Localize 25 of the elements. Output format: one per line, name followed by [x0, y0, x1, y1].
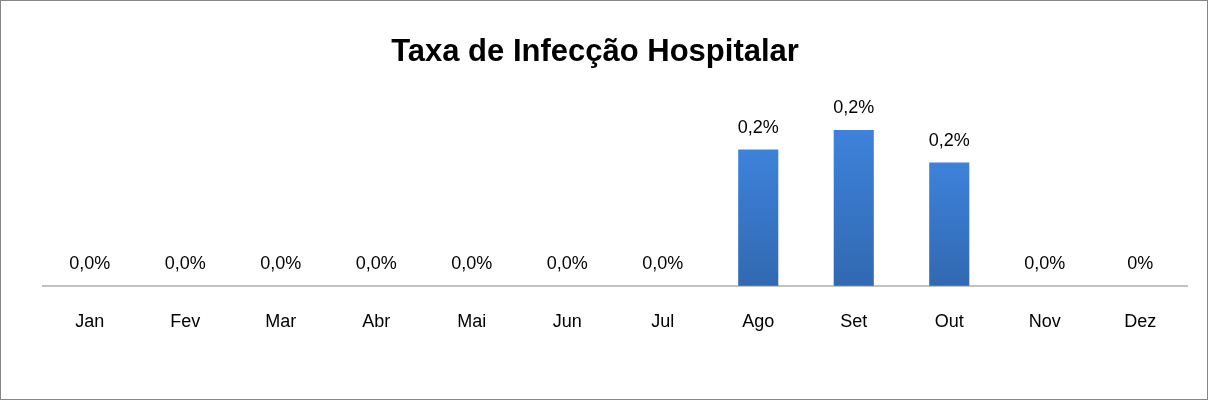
- data-label: 0,2%: [737, 116, 779, 137]
- x-tick-label: Set: [840, 311, 868, 331]
- data-label: 0,0%: [69, 253, 111, 273]
- x-tick-label: Jan: [75, 311, 105, 331]
- x-tick-label: Ago: [742, 311, 775, 331]
- data-label: 0%: [1127, 253, 1154, 273]
- data-label: 0,0%: [451, 253, 493, 273]
- x-tick-label: Mai: [457, 311, 487, 331]
- data-label: 0,0%: [642, 253, 684, 273]
- x-tick-label: Jul: [651, 311, 675, 331]
- x-tick-label: Fev: [170, 311, 201, 331]
- data-label: 0,2%: [833, 97, 875, 117]
- x-tick-label: Mar: [265, 311, 297, 331]
- x-tick-label: Out: [934, 311, 964, 331]
- data-label: 0,0%: [164, 253, 206, 273]
- x-tick-label: Nov: [1028, 311, 1061, 331]
- x-tick-label: Jun: [552, 311, 582, 331]
- x-tick-label: Dez: [1124, 311, 1157, 331]
- data-label: 0,0%: [546, 253, 588, 273]
- data-label: 0,0%: [260, 253, 302, 273]
- data-label: 0,0%: [1024, 253, 1066, 273]
- chart-title: Taxa de Infecção Hospitalar: [391, 33, 799, 68]
- data-label: 0,2%: [928, 129, 970, 150]
- x-tick-label: Abr: [362, 311, 391, 331]
- data-label: 0,0%: [355, 253, 397, 273]
